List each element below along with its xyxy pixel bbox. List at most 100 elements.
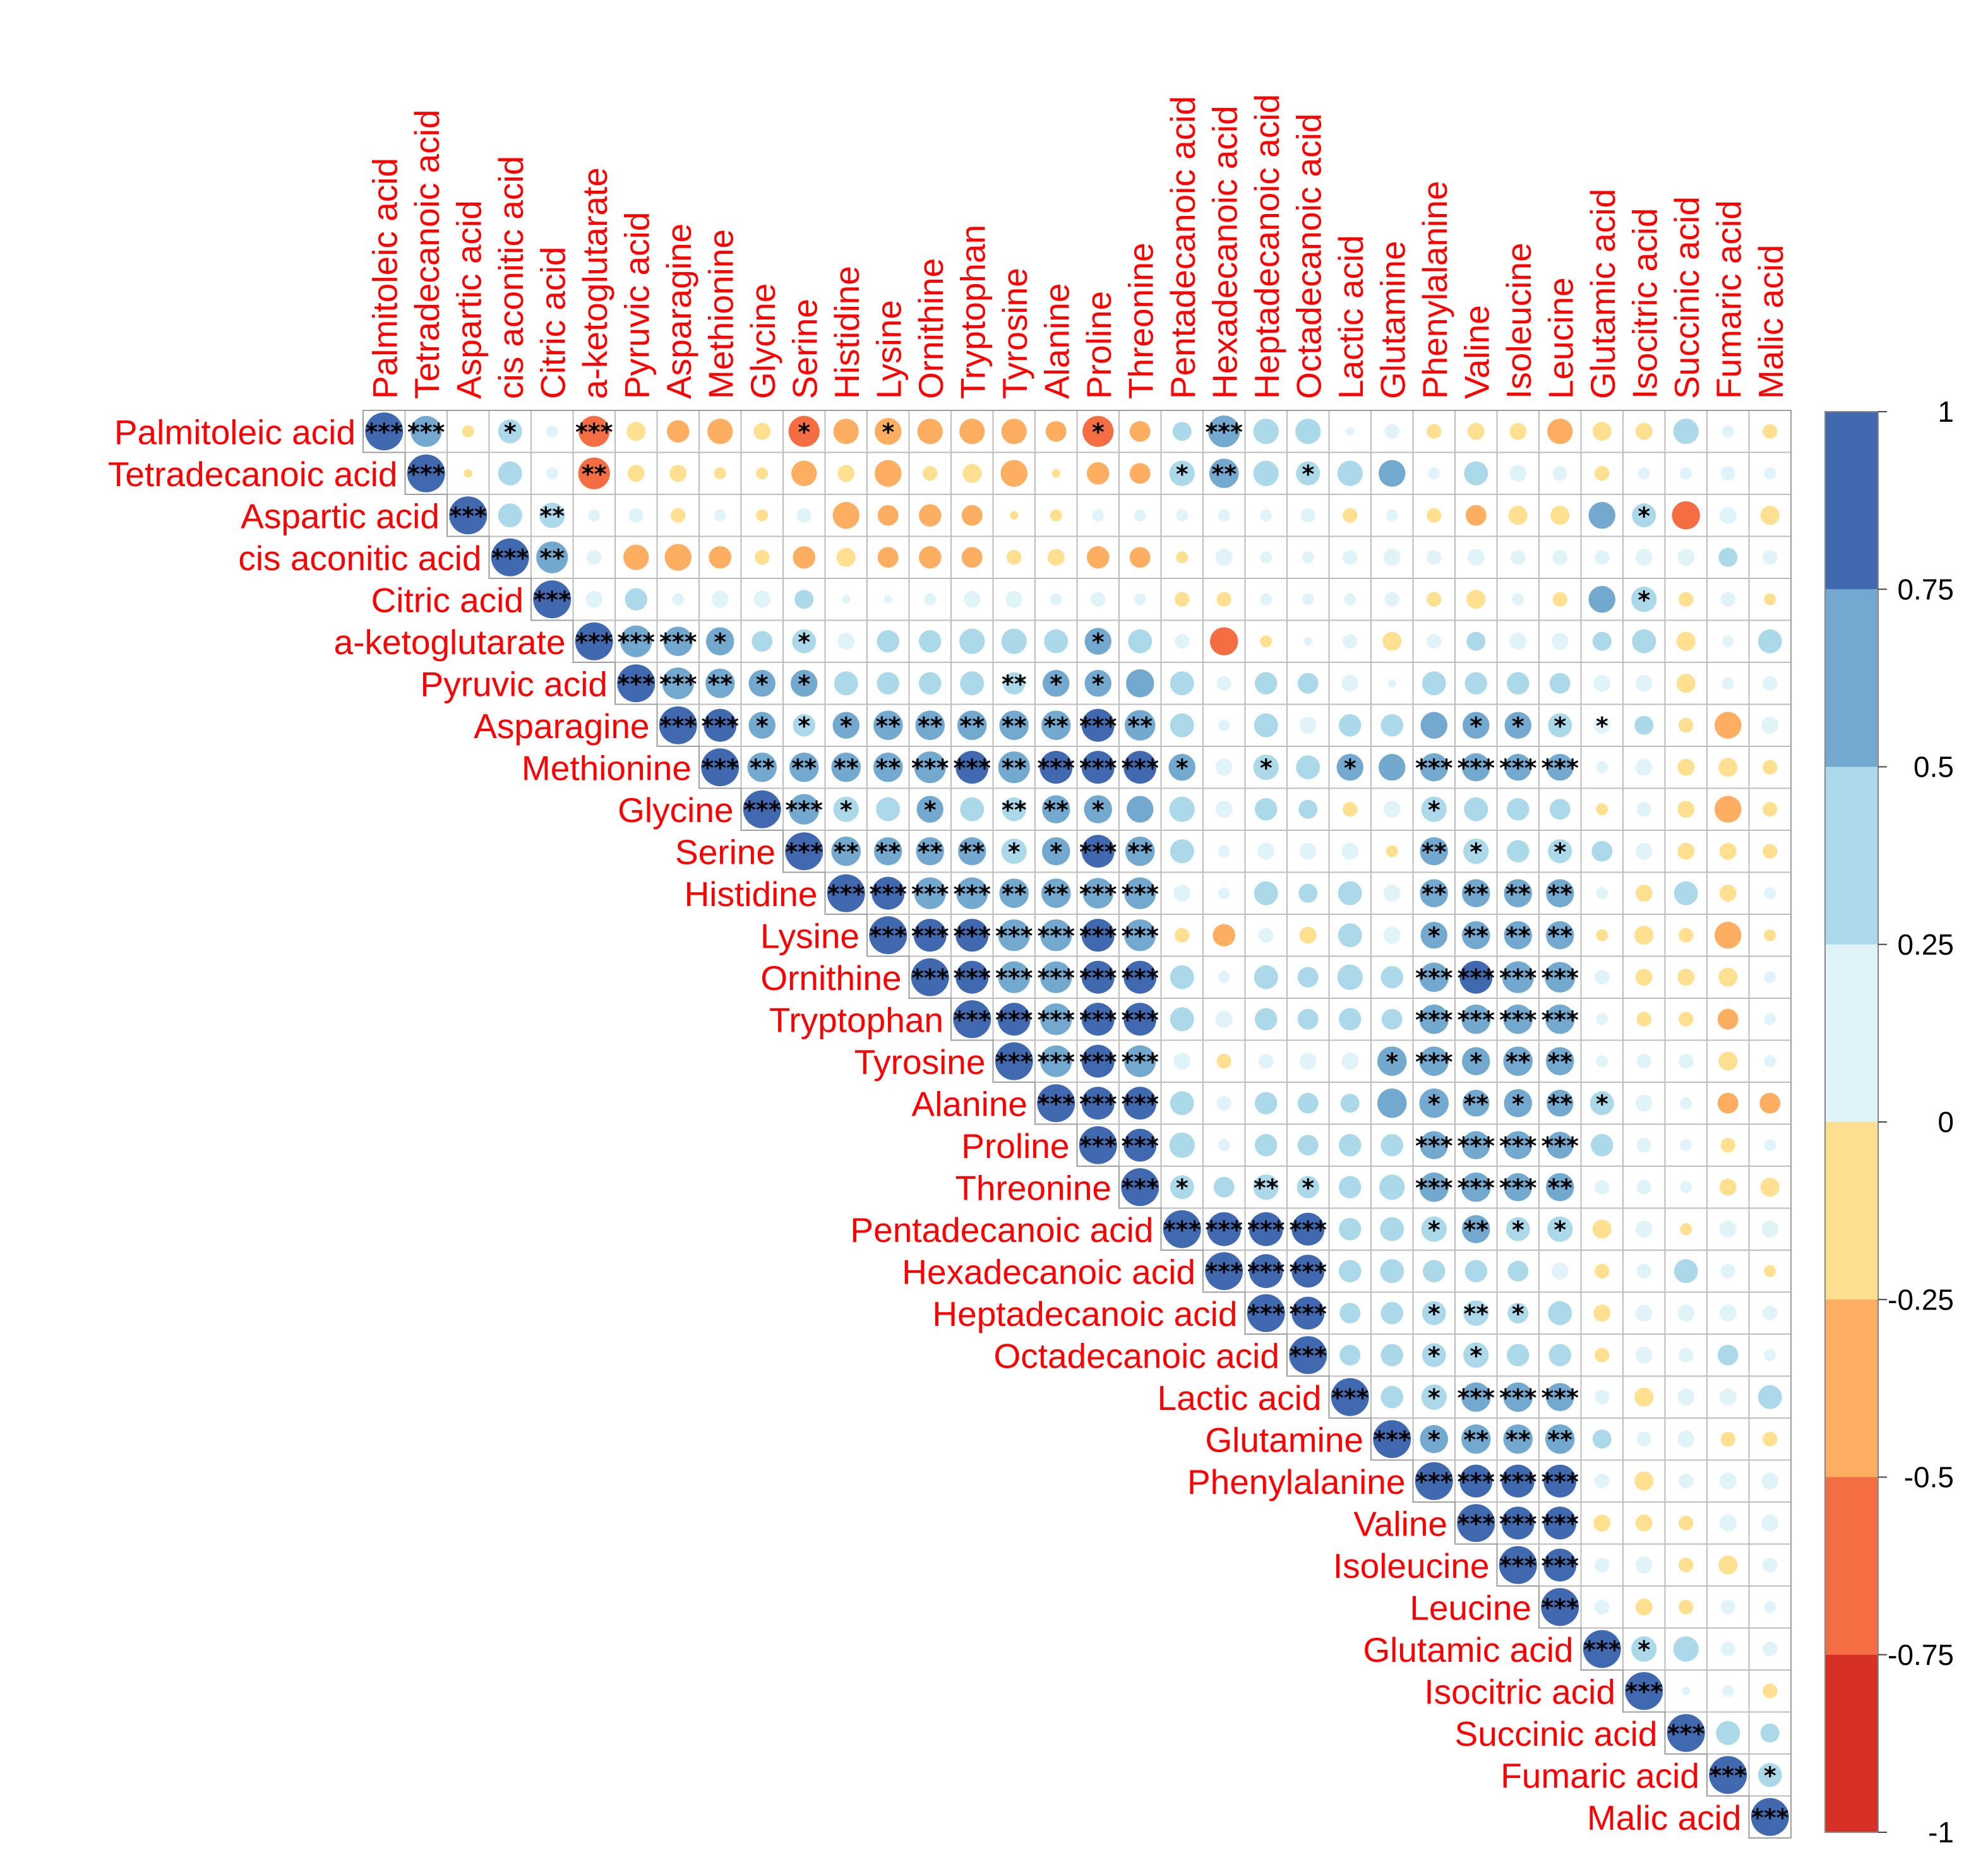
- significance-mark: *: [1092, 796, 1105, 824]
- significance-mark: ***: [575, 418, 613, 446]
- significance-mark: ***: [575, 628, 613, 656]
- correlation-circle: [1129, 463, 1151, 484]
- significance-mark: **: [1506, 880, 1531, 908]
- correlation-circle: [875, 460, 902, 487]
- significance-mark: ***: [1541, 1510, 1579, 1537]
- significance-mark: *: [1008, 838, 1021, 866]
- correlation-circle: [1680, 1139, 1692, 1152]
- correlation-circle: [1169, 460, 1195, 486]
- correlation-circle: [785, 832, 823, 871]
- significance-mark: ***: [1289, 1258, 1327, 1285]
- significance-mark: ***: [1121, 922, 1159, 950]
- significance-mark: **: [707, 670, 733, 698]
- column-label-palmitoleic-acid: Palmitoleic acid: [365, 158, 404, 399]
- correlation-circle: [1339, 1218, 1362, 1241]
- significance-mark: **: [1506, 1426, 1531, 1453]
- significance-mark: ***: [1415, 1132, 1453, 1160]
- significance-mark: ***: [1037, 1090, 1075, 1118]
- correlation-circle: [1299, 1053, 1317, 1070]
- correlation-circle: [1720, 1431, 1735, 1446]
- correlation-circle: [701, 748, 740, 787]
- correlation-circle: [1297, 1008, 1319, 1030]
- correlation-circle: [587, 550, 602, 565]
- correlation-circle: [914, 751, 946, 784]
- correlation-circle: [1000, 460, 1027, 487]
- significance-mark: *: [1512, 712, 1524, 740]
- correlation-circle: [1044, 629, 1069, 653]
- correlation-circle: [1552, 466, 1567, 481]
- correlation-circle: [1384, 424, 1399, 439]
- significance-mark: **: [1211, 460, 1237, 488]
- correlation-circle: [751, 631, 773, 652]
- correlation-circle: [1634, 926, 1654, 945]
- significance-mark: *: [924, 796, 937, 824]
- correlation-circle: [667, 420, 690, 443]
- correlation-circle: [1763, 1431, 1778, 1446]
- significance-mark: *: [1428, 796, 1440, 824]
- correlation-circle: [1420, 1425, 1448, 1453]
- correlation-circle: [1504, 1173, 1532, 1202]
- correlation-circle: [1218, 887, 1230, 900]
- significance-mark: ***: [407, 418, 445, 446]
- correlation-circle: [1386, 509, 1398, 522]
- significance-mark: ***: [1499, 1552, 1537, 1580]
- correlation-circle: [625, 588, 647, 611]
- column-label-octadecanoic-acid: Octadecanoic acid: [1289, 114, 1328, 400]
- correlation-circle: [1462, 1047, 1490, 1075]
- correlation-circle: [1718, 1555, 1738, 1575]
- correlation-circle: [748, 670, 775, 697]
- correlation-circle: [1763, 550, 1778, 565]
- correlation-circle: [1169, 1132, 1195, 1158]
- correlation-circle: [1259, 928, 1274, 943]
- significance-mark: ***: [869, 880, 907, 908]
- row-label-a-ketoglutarate: a-ketoglutarate: [334, 623, 566, 662]
- row-label-ornithine: Ornithine: [760, 958, 901, 998]
- correlation-circle: [498, 419, 522, 444]
- significance-mark: **: [1463, 1090, 1488, 1118]
- correlation-circle: [877, 630, 899, 653]
- correlation-circle: [1722, 677, 1734, 689]
- correlation-circle: [793, 546, 815, 569]
- correlation-circle: [837, 465, 855, 482]
- correlation-circle: [1173, 1053, 1191, 1070]
- correlation-circle: [1722, 635, 1734, 648]
- significance-mark: ***: [1415, 1006, 1453, 1034]
- correlation-circle: [1337, 460, 1363, 486]
- significance-mark: *: [1302, 460, 1314, 488]
- significance-mark: ***: [1415, 1048, 1453, 1076]
- correlation-circle: [877, 547, 899, 568]
- correlation-circle: [1761, 1472, 1779, 1490]
- significance-mark: ***: [1205, 1216, 1243, 1244]
- correlation-circle: [1419, 962, 1449, 992]
- correlation-circle: [1679, 1474, 1694, 1489]
- correlation-circle: [1463, 1342, 1489, 1368]
- correlation-circle: [1297, 1092, 1319, 1114]
- correlation-circle: [1081, 960, 1115, 994]
- significance-mark: *: [756, 670, 769, 698]
- correlation-circle: [755, 550, 770, 565]
- correlation-circle: [1339, 1260, 1362, 1282]
- correlation-circle: [1467, 422, 1485, 440]
- correlation-circle: [1718, 1051, 1738, 1071]
- correlation-circle: [1216, 1054, 1231, 1069]
- correlation-circle: [1764, 971, 1776, 984]
- significance-mark: *: [1596, 712, 1608, 740]
- correlation-circle: [1172, 422, 1192, 441]
- significance-mark: ***: [533, 586, 571, 614]
- correlation-circle: [873, 710, 903, 740]
- correlation-circle: [1674, 1259, 1698, 1284]
- significance-mark: **: [1506, 922, 1531, 950]
- correlation-circle: [1170, 713, 1194, 737]
- column-label-glutamine: Glutamine: [1373, 241, 1412, 399]
- row-label-leucine: Leucine: [1410, 1588, 1531, 1627]
- column-label-valine: Valine: [1457, 305, 1496, 399]
- significance-mark: ***: [1541, 1384, 1579, 1412]
- correlation-circle: [1763, 802, 1778, 817]
- correlation-circle: [916, 796, 943, 823]
- significance-mark: ***: [1709, 1762, 1747, 1789]
- correlation-circle: [1173, 885, 1191, 902]
- correlation-circle: [1463, 838, 1489, 864]
- correlation-circle: [873, 753, 903, 782]
- correlation-circle: [1631, 1636, 1657, 1662]
- significance-mark: ***: [1457, 1384, 1495, 1412]
